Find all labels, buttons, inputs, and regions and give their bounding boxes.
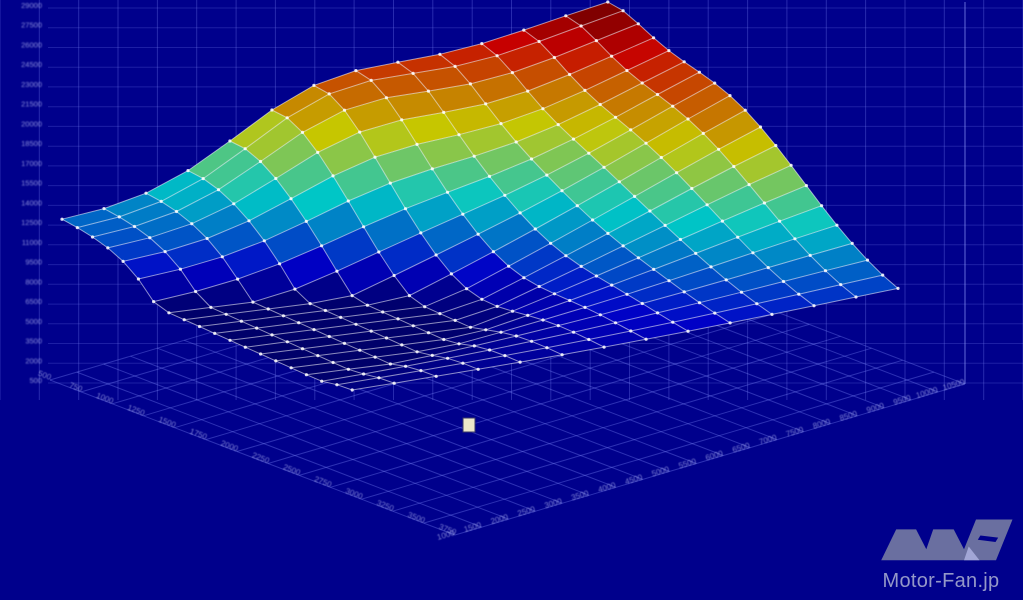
svg-text:7000: 7000 bbox=[758, 433, 778, 447]
svg-text:11000: 11000 bbox=[22, 238, 42, 247]
svg-text:4500: 4500 bbox=[624, 473, 644, 487]
svg-text:4000: 4000 bbox=[597, 480, 617, 494]
svg-text:2750: 2750 bbox=[313, 474, 333, 489]
svg-text:29000: 29000 bbox=[21, 1, 42, 10]
svg-text:1000: 1000 bbox=[95, 391, 115, 406]
svg-text:17000: 17000 bbox=[21, 159, 42, 168]
svg-text:24500: 24500 bbox=[21, 60, 42, 69]
svg-text:6500: 6500 bbox=[731, 441, 751, 455]
svg-text:2000: 2000 bbox=[25, 356, 42, 365]
svg-text:10000: 10000 bbox=[915, 385, 939, 400]
svg-text:3500: 3500 bbox=[570, 488, 590, 502]
svg-text:1500: 1500 bbox=[157, 415, 177, 430]
svg-text:3000: 3000 bbox=[543, 496, 563, 510]
svg-text:2000: 2000 bbox=[220, 439, 240, 454]
svg-text:5000: 5000 bbox=[25, 317, 42, 326]
svg-text:1750: 1750 bbox=[188, 427, 208, 442]
svg-text:2500: 2500 bbox=[282, 463, 302, 478]
svg-text:Motor-Fan.jp: Motor-Fan.jp bbox=[883, 570, 1000, 592]
svg-text:12500: 12500 bbox=[21, 218, 42, 227]
svg-text:2000: 2000 bbox=[490, 512, 510, 526]
svg-text:21500: 21500 bbox=[21, 100, 42, 109]
svg-text:7500: 7500 bbox=[785, 425, 805, 439]
svg-text:26000: 26000 bbox=[21, 41, 42, 50]
svg-text:8500: 8500 bbox=[839, 409, 859, 423]
svg-text:9500: 9500 bbox=[25, 258, 42, 267]
svg-text:2500: 2500 bbox=[516, 504, 536, 518]
svg-text:5000: 5000 bbox=[651, 465, 671, 479]
svg-text:1500: 1500 bbox=[463, 520, 483, 534]
svg-text:2250: 2250 bbox=[251, 451, 271, 466]
svg-text:8000: 8000 bbox=[25, 277, 42, 286]
svg-text:6500: 6500 bbox=[25, 297, 42, 306]
svg-text:3500: 3500 bbox=[406, 510, 426, 525]
svg-text:6000: 6000 bbox=[704, 449, 724, 463]
svg-text:3000: 3000 bbox=[344, 486, 364, 501]
svg-text:500: 500 bbox=[29, 376, 42, 385]
svg-text:9500: 9500 bbox=[892, 393, 912, 407]
svg-text:1250: 1250 bbox=[126, 403, 146, 418]
svg-text:3250: 3250 bbox=[375, 498, 395, 513]
svg-text:23000: 23000 bbox=[21, 80, 42, 89]
svg-text:9000: 9000 bbox=[865, 401, 885, 415]
svg-text:15500: 15500 bbox=[21, 179, 42, 188]
svg-text:27500: 27500 bbox=[21, 21, 42, 30]
svg-text:10500: 10500 bbox=[942, 377, 966, 392]
svg-text:20000: 20000 bbox=[21, 119, 42, 128]
svg-text:3500: 3500 bbox=[25, 337, 42, 346]
svg-text:18500: 18500 bbox=[21, 139, 42, 148]
svg-text:14000: 14000 bbox=[21, 198, 42, 207]
svg-text:5500: 5500 bbox=[678, 457, 698, 471]
svg-text:8000: 8000 bbox=[812, 417, 832, 431]
